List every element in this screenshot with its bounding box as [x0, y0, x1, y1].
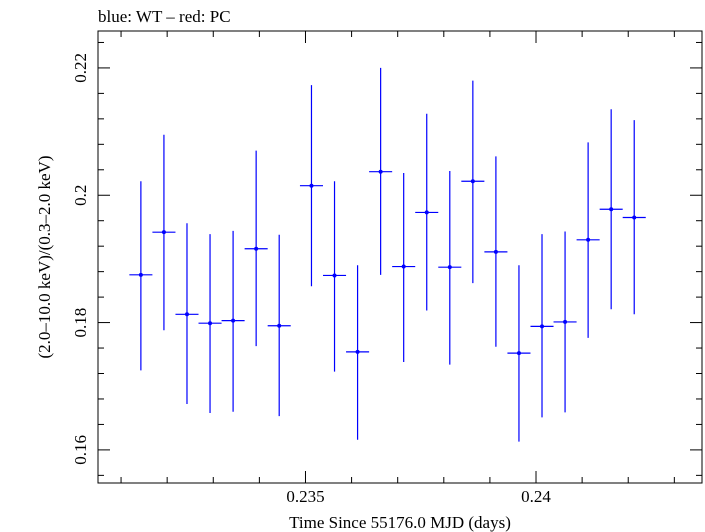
point-marker — [184, 312, 189, 317]
data-point — [553, 231, 577, 413]
data-point — [175, 223, 199, 405]
data-point — [599, 109, 623, 310]
x-tick-label: 0.24 — [521, 487, 551, 506]
data-point — [415, 113, 439, 311]
point-marker — [309, 183, 314, 188]
data-point — [129, 181, 153, 371]
point-marker — [493, 249, 498, 254]
y-axis-label: (2.0–10.0 keV)/(0.3–2.0 keV) — [35, 155, 54, 358]
y-tick-label: 0.2 — [71, 185, 90, 206]
point-marker — [231, 318, 236, 323]
x-tick-label: 0.235 — [286, 487, 324, 506]
point-marker — [355, 349, 360, 354]
data-point — [198, 234, 222, 413]
data-point — [530, 234, 554, 418]
point-marker — [609, 207, 614, 212]
point-marker — [563, 319, 568, 324]
point-marker — [540, 324, 545, 329]
point-marker — [254, 246, 259, 251]
point-marker — [424, 210, 429, 215]
chart-title: blue: WT – red: PC — [98, 7, 231, 26]
point-marker — [516, 351, 521, 356]
plot-frame — [97, 30, 703, 484]
data-point — [346, 265, 370, 440]
point-marker — [401, 264, 406, 269]
data-point — [484, 156, 508, 347]
point-marker — [332, 273, 337, 278]
point-marker — [470, 179, 475, 184]
tick-labels: 0.235 0.24 0.16 0.18 0.2 0.22 — [71, 53, 551, 506]
data-point — [152, 134, 176, 331]
data-point — [369, 67, 393, 275]
data-point — [461, 80, 485, 284]
y-tick-label: 0.16 — [71, 435, 90, 465]
y-tick-label: 0.18 — [71, 308, 90, 338]
y-tick-label: 0.22 — [71, 53, 90, 83]
data-points — [129, 67, 646, 442]
data-point — [323, 181, 347, 372]
axis-ticks — [98, 31, 702, 483]
data-point — [622, 120, 646, 315]
data-point — [438, 171, 462, 365]
data-point — [221, 230, 245, 412]
point-marker — [161, 230, 166, 235]
point-marker — [632, 215, 637, 220]
point-marker — [378, 169, 383, 174]
data-point — [507, 265, 531, 442]
point-marker — [208, 321, 213, 326]
data-point — [576, 142, 600, 338]
point-marker — [447, 265, 452, 270]
x-axis-label: Time Since 55176.0 MJD (days) — [289, 513, 511, 532]
data-point — [392, 172, 416, 363]
point-marker — [586, 237, 591, 242]
data-point — [299, 85, 324, 287]
point-marker — [138, 272, 143, 277]
point-marker — [277, 323, 282, 328]
data-point — [267, 234, 291, 417]
data-point — [244, 150, 268, 347]
